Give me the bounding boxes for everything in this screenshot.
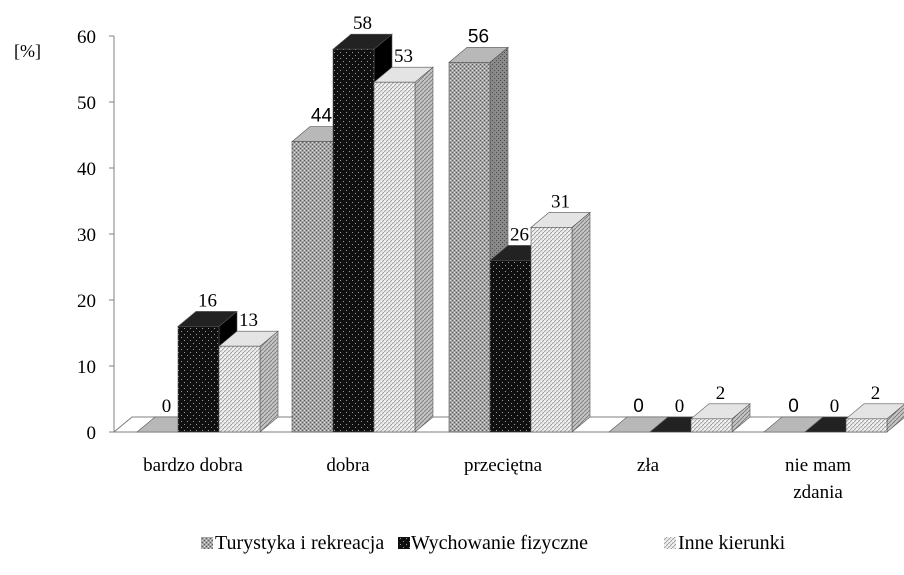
bar-front (291, 141, 334, 433)
data-label-inne-4: 2 (871, 383, 881, 404)
legend-label-turystyka: Turystyka i rekreacja (215, 532, 384, 554)
category-labels: bardzo dobra dobra przeciętna zła nie mam zda… (143, 455, 851, 503)
category-label-2: przeciętna (464, 455, 543, 476)
legend-item-turystyka: Turystyka i rekreacja (201, 532, 384, 554)
bar-front (690, 418, 733, 433)
bar-front (845, 418, 888, 433)
legend-item-wychowanie: Wychowanie fizyczne (398, 532, 588, 554)
data-label-wychowanie-2: 26 (510, 224, 529, 245)
legend-item-inne: Inne kierunki (664, 532, 786, 554)
data-label-turystyka-3: 0 (633, 396, 644, 417)
legend: Turystyka i rekreacja Wychowanie fizyczn… (201, 532, 786, 554)
data-label-inne-0: 13 (239, 310, 258, 331)
bar-inne-0 (218, 330, 279, 433)
bar-front (530, 227, 573, 433)
data-labels: 0 16 13 44 58 53 56 26 31 0 0 2 0 0 2 (162, 13, 881, 417)
data-label-turystyka-4: 0 (788, 396, 799, 417)
bar-side (259, 330, 279, 433)
legend-swatch-turystyka (201, 537, 213, 549)
bars (136, 33, 904, 433)
y-tick-label: 30 (77, 225, 96, 246)
bar-inne-2 (530, 211, 591, 433)
bar-inne-3 (690, 403, 751, 433)
data-label-wychowanie-1: 58 (353, 13, 372, 34)
data-label-wychowanie-4: 0 (830, 396, 840, 417)
y-axis-ticks: 0 10 20 30 40 50 60 (77, 27, 114, 444)
bar-inne-1 (373, 66, 434, 433)
category-label-1: dobra (326, 455, 370, 476)
bar-front (177, 326, 220, 433)
bar-side (414, 66, 434, 433)
data-label-turystyka-1: 44 (311, 106, 333, 127)
data-label-inne-2: 31 (551, 191, 570, 212)
legend-swatch-inne (664, 537, 676, 549)
data-label-wychowanie-0: 16 (198, 290, 217, 311)
category-label-4: nie mam (785, 455, 851, 476)
bar-front (373, 81, 416, 433)
y-tick-label: 0 (87, 423, 97, 444)
category-label-4: zdania (793, 482, 843, 503)
y-tick-label: 20 (77, 291, 96, 312)
y-tick-label: 10 (77, 357, 96, 378)
y-tick-label: 60 (77, 27, 96, 48)
data-label-wychowanie-3: 0 (675, 396, 685, 417)
legend-label-wychowanie: Wychowanie fizyczne (411, 532, 588, 554)
category-label-3: zła (637, 455, 660, 476)
bar-front (489, 260, 532, 433)
data-label-turystyka-0: 0 (162, 396, 172, 417)
bar-front (448, 62, 491, 433)
y-tick-label: 40 (77, 159, 96, 180)
data-label-turystyka-2: 56 (468, 26, 489, 47)
legend-swatch-wychowanie (398, 537, 410, 549)
legend-label-inne: Inne kierunki (678, 532, 786, 554)
bar-front (218, 345, 261, 433)
category-label-0: bardzo dobra (143, 455, 243, 476)
y-axis-label: [%] (14, 41, 41, 61)
data-label-inne-3: 2 (716, 383, 726, 404)
data-label-inne-1: 53 (394, 46, 413, 67)
bar-side (571, 211, 591, 433)
bar-front (332, 48, 375, 433)
y-tick-label: 50 (77, 93, 96, 114)
bar-inne-4 (845, 403, 904, 433)
